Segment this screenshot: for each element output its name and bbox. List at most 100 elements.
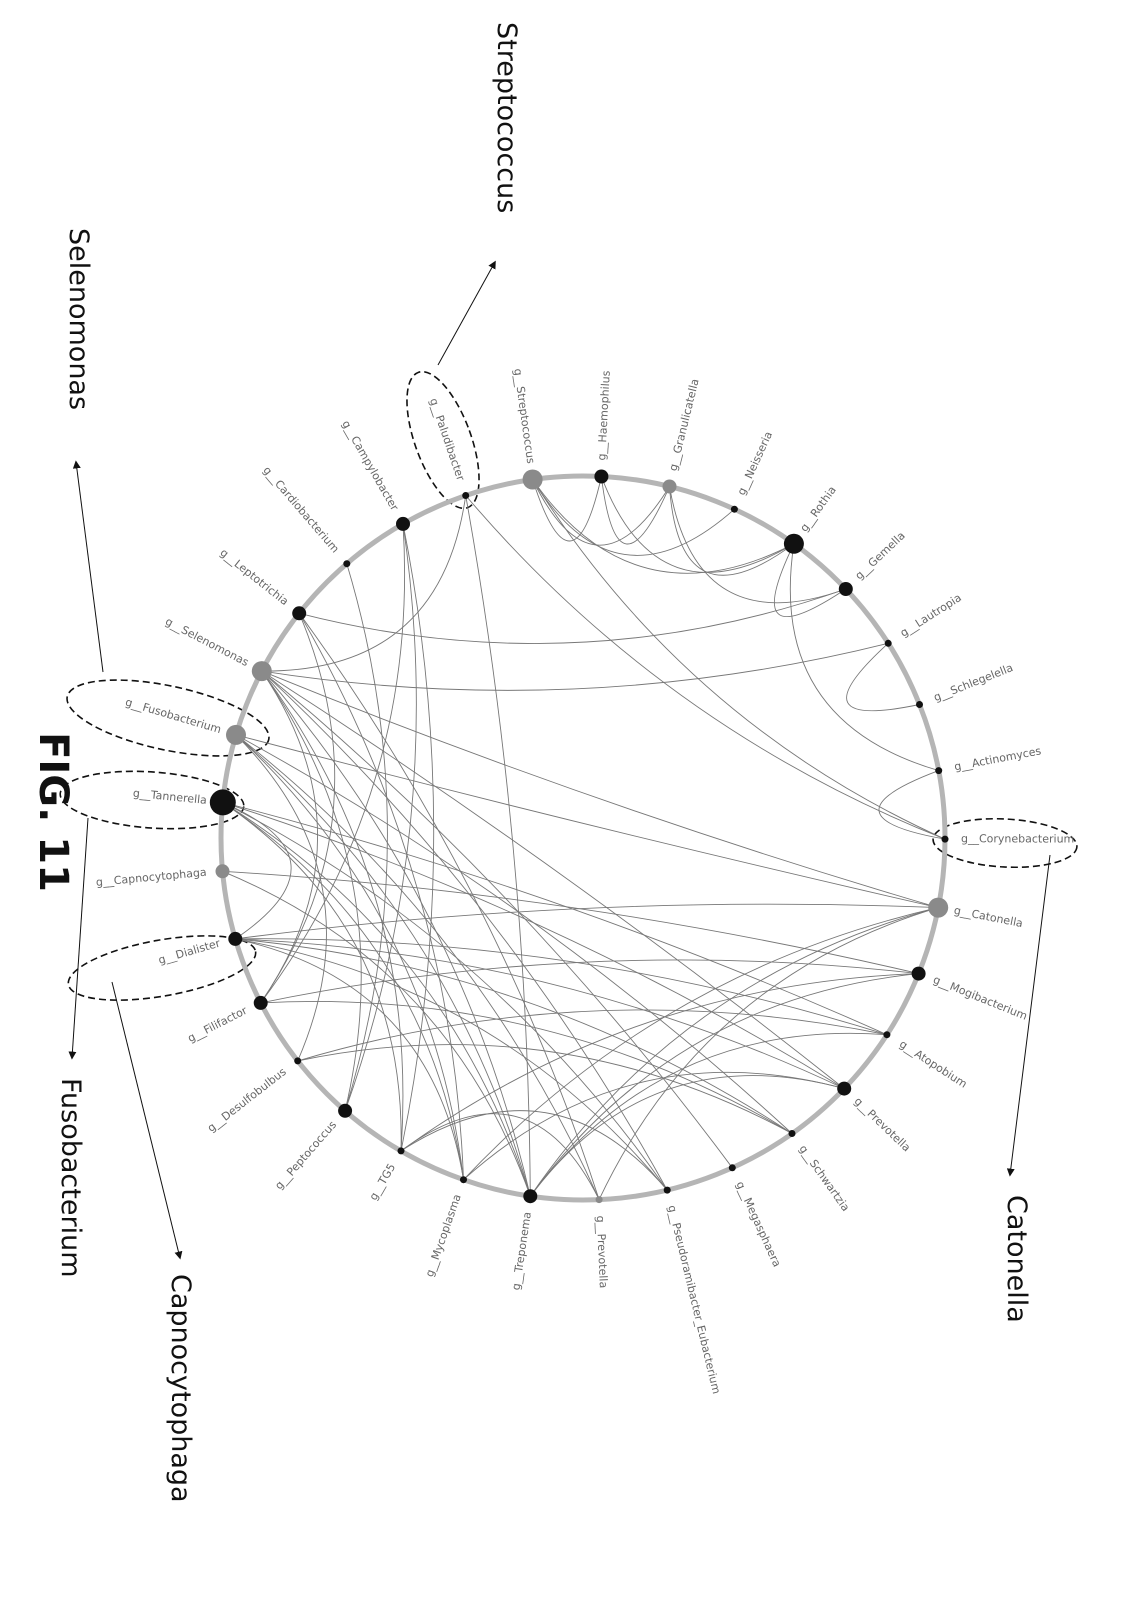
callout-label-streptococcus: Streptococcus xyxy=(491,22,522,213)
node-rothia xyxy=(783,533,804,554)
edge-atopobium-desulfobulbus xyxy=(297,1009,887,1062)
node-label-peptococcus: g__Peptococcus xyxy=(272,1118,339,1192)
node-prevotella1 xyxy=(837,1081,852,1096)
callout-selenomonas: Selenomonas xyxy=(63,228,270,757)
edge-mycoplasma-tannerella xyxy=(222,802,464,1180)
node-label-tannerella: g__Tannerella xyxy=(132,787,207,807)
node-catonella xyxy=(928,897,949,918)
edge-cardiobacterium-peptococcus xyxy=(344,563,388,1111)
node-peptococcus xyxy=(338,1103,353,1118)
node-neisseria xyxy=(730,505,738,513)
node-label-leptotrichia: g__Leptotrichia xyxy=(217,546,290,608)
edge-prevotella1-tannerella xyxy=(222,801,845,1089)
edge-layer xyxy=(222,476,946,1200)
edge-catonella-treponema xyxy=(529,907,939,1197)
node-label-lautropia: g__Lautropia xyxy=(898,591,964,640)
edge-filifactor-selenomonas xyxy=(260,670,319,1004)
edge-corynebacterium-streptococcus xyxy=(532,479,946,840)
edge-actinomyces-corynebacterium xyxy=(878,770,946,840)
node-granulicatella xyxy=(662,479,677,494)
node-selenomonas xyxy=(251,661,272,682)
node-megasphaera xyxy=(728,1164,736,1172)
node-label-cardiobacterium: g__Cardiobacterium xyxy=(260,464,341,556)
callout-label-selenomonas: Selenomonas xyxy=(63,228,94,410)
node-dialister xyxy=(228,931,243,946)
node-treponema xyxy=(523,1189,538,1204)
edge-paludibacter-treponema xyxy=(465,495,531,1197)
node-label-paludibacter: g__Paludibacter xyxy=(427,396,467,482)
edge-streptococcus-granulicatella xyxy=(532,479,670,546)
edge-peptococcus-selenomonas xyxy=(261,670,362,1111)
edge-streptococcus-neisseria xyxy=(532,479,735,556)
node-label-haemophilus: g__Haemophilus xyxy=(595,370,613,461)
node-label-megasphaera: g__Megasphaera xyxy=(733,1179,783,1269)
node-label-fusobacterium: g__Fusobacterium xyxy=(124,695,223,736)
node-lautropia xyxy=(884,639,892,647)
edge-prevotella1-treponema xyxy=(529,1075,845,1197)
node-label-pseudoramibacter: g__Pseudoramibacter_Eubacterium xyxy=(665,1204,723,1395)
edge-lautropia-selenomonas xyxy=(261,642,889,691)
node-label-treponema: g__Treponema xyxy=(510,1211,534,1291)
node-label-prevotella1: g__Prevotella xyxy=(852,1095,913,1155)
edge-pseudoramibacter-selenomonas xyxy=(261,670,668,1191)
edge-schwartzia-filifactor xyxy=(260,1001,793,1134)
node-label-mogibacterium: g__Mogibacterium xyxy=(931,973,1029,1023)
node-mycoplasma xyxy=(460,1176,467,1184)
edge-paludibacter-selenomonas xyxy=(261,495,467,672)
edge-filifactor-leptotrichia xyxy=(260,613,336,1004)
node-tg5 xyxy=(397,1147,405,1155)
edge-capnocytophaga-treponema xyxy=(222,870,531,1197)
edge-catonella-selenomonas xyxy=(261,670,939,909)
edge-schwartzia-desulfobulbus xyxy=(297,1044,793,1134)
node-cardiobacterium xyxy=(343,560,351,568)
edge-corynebacterium-paludibacter xyxy=(465,495,946,840)
node-label-atopobium: g__Atopobium xyxy=(897,1038,969,1091)
node-haemophilus xyxy=(594,469,609,484)
node-label-mycoplasma: g__Mycoplasma xyxy=(423,1192,464,1278)
edge-fusobacterium-schwartzia xyxy=(235,734,793,1134)
node-layer: g__Streptococcus g__Haemophilus g__Granuli… xyxy=(95,368,1074,1395)
node-label-schwartzia: g__Schwartzia xyxy=(796,1143,852,1214)
node-label-neisseria: g__Neisseria xyxy=(735,429,775,497)
node-actinomyces xyxy=(935,767,943,775)
edge-treponema-selenomonas xyxy=(261,670,531,1197)
node-label-desulfobulbus: g__Desulfobulbus xyxy=(205,1065,289,1135)
edge-granulicatella-gemella xyxy=(669,486,846,604)
callout-streptococcus: Streptococcus xyxy=(406,22,522,510)
edge-streptococcus-haemophilus xyxy=(532,476,602,542)
node-atopobium xyxy=(883,1031,891,1039)
edge-lautropia-schlegelella xyxy=(846,642,920,712)
node-capnocytophaga xyxy=(215,864,230,879)
node-label-corynebacterium: g__Corynebacterium xyxy=(961,832,1074,845)
callout-capnocytophaga: Capnocytophaga xyxy=(67,935,257,1503)
callout-label-capnocytophaga: Capnocytophaga xyxy=(165,1274,196,1503)
edge-catonella-dialister xyxy=(235,903,939,940)
node-label-streptococcus: g__Streptococcus xyxy=(511,368,537,465)
node-paludibacter xyxy=(462,492,470,499)
node-label-tg5: g__TG5 xyxy=(367,1161,398,1202)
node-label-rothia: g__Rothia xyxy=(798,484,839,535)
edge-streptococcus-rothia xyxy=(532,479,795,574)
edge-desulfobulbus-fusobacterium xyxy=(235,734,327,1062)
node-label-gemella: g__Gemella xyxy=(853,529,908,582)
edge-prevotella2-tg5 xyxy=(400,1113,600,1200)
edge-mogibacterium-filifactor xyxy=(260,959,919,1004)
edge-selenomonas-megasphaera xyxy=(261,670,733,1169)
edge-selenomonas-prevotella1 xyxy=(261,670,845,1089)
edge-atopobium-dialister xyxy=(235,938,888,1036)
node-label-selenomonas: g__Selenomonas xyxy=(163,615,251,669)
edge-dialister-tannerella xyxy=(222,801,292,940)
node-schlegelella xyxy=(916,701,923,708)
edge-treponema-fusobacterium xyxy=(235,734,531,1197)
node-label-schlegelella: g__Schlegelella xyxy=(932,661,1015,704)
node-fusobacterium xyxy=(226,724,246,745)
edge-leptotrichia-prevotella2 xyxy=(298,613,600,1200)
edge-dialister-mycoplasma xyxy=(235,938,464,1180)
callout-fusobacterium: Fusobacterium xyxy=(55,770,245,1278)
edge-rothia-gemella xyxy=(773,543,847,618)
edge-mogibacterium-treponema xyxy=(529,973,919,1197)
edge-leptotrichia-mycoplasma xyxy=(298,613,464,1180)
node-label-capnocytophaga: g__Capnocytophaga xyxy=(95,866,207,889)
edge-haemophilus-rothia xyxy=(600,476,795,573)
edge-mogibacterium-capnocytophaga xyxy=(222,870,919,975)
